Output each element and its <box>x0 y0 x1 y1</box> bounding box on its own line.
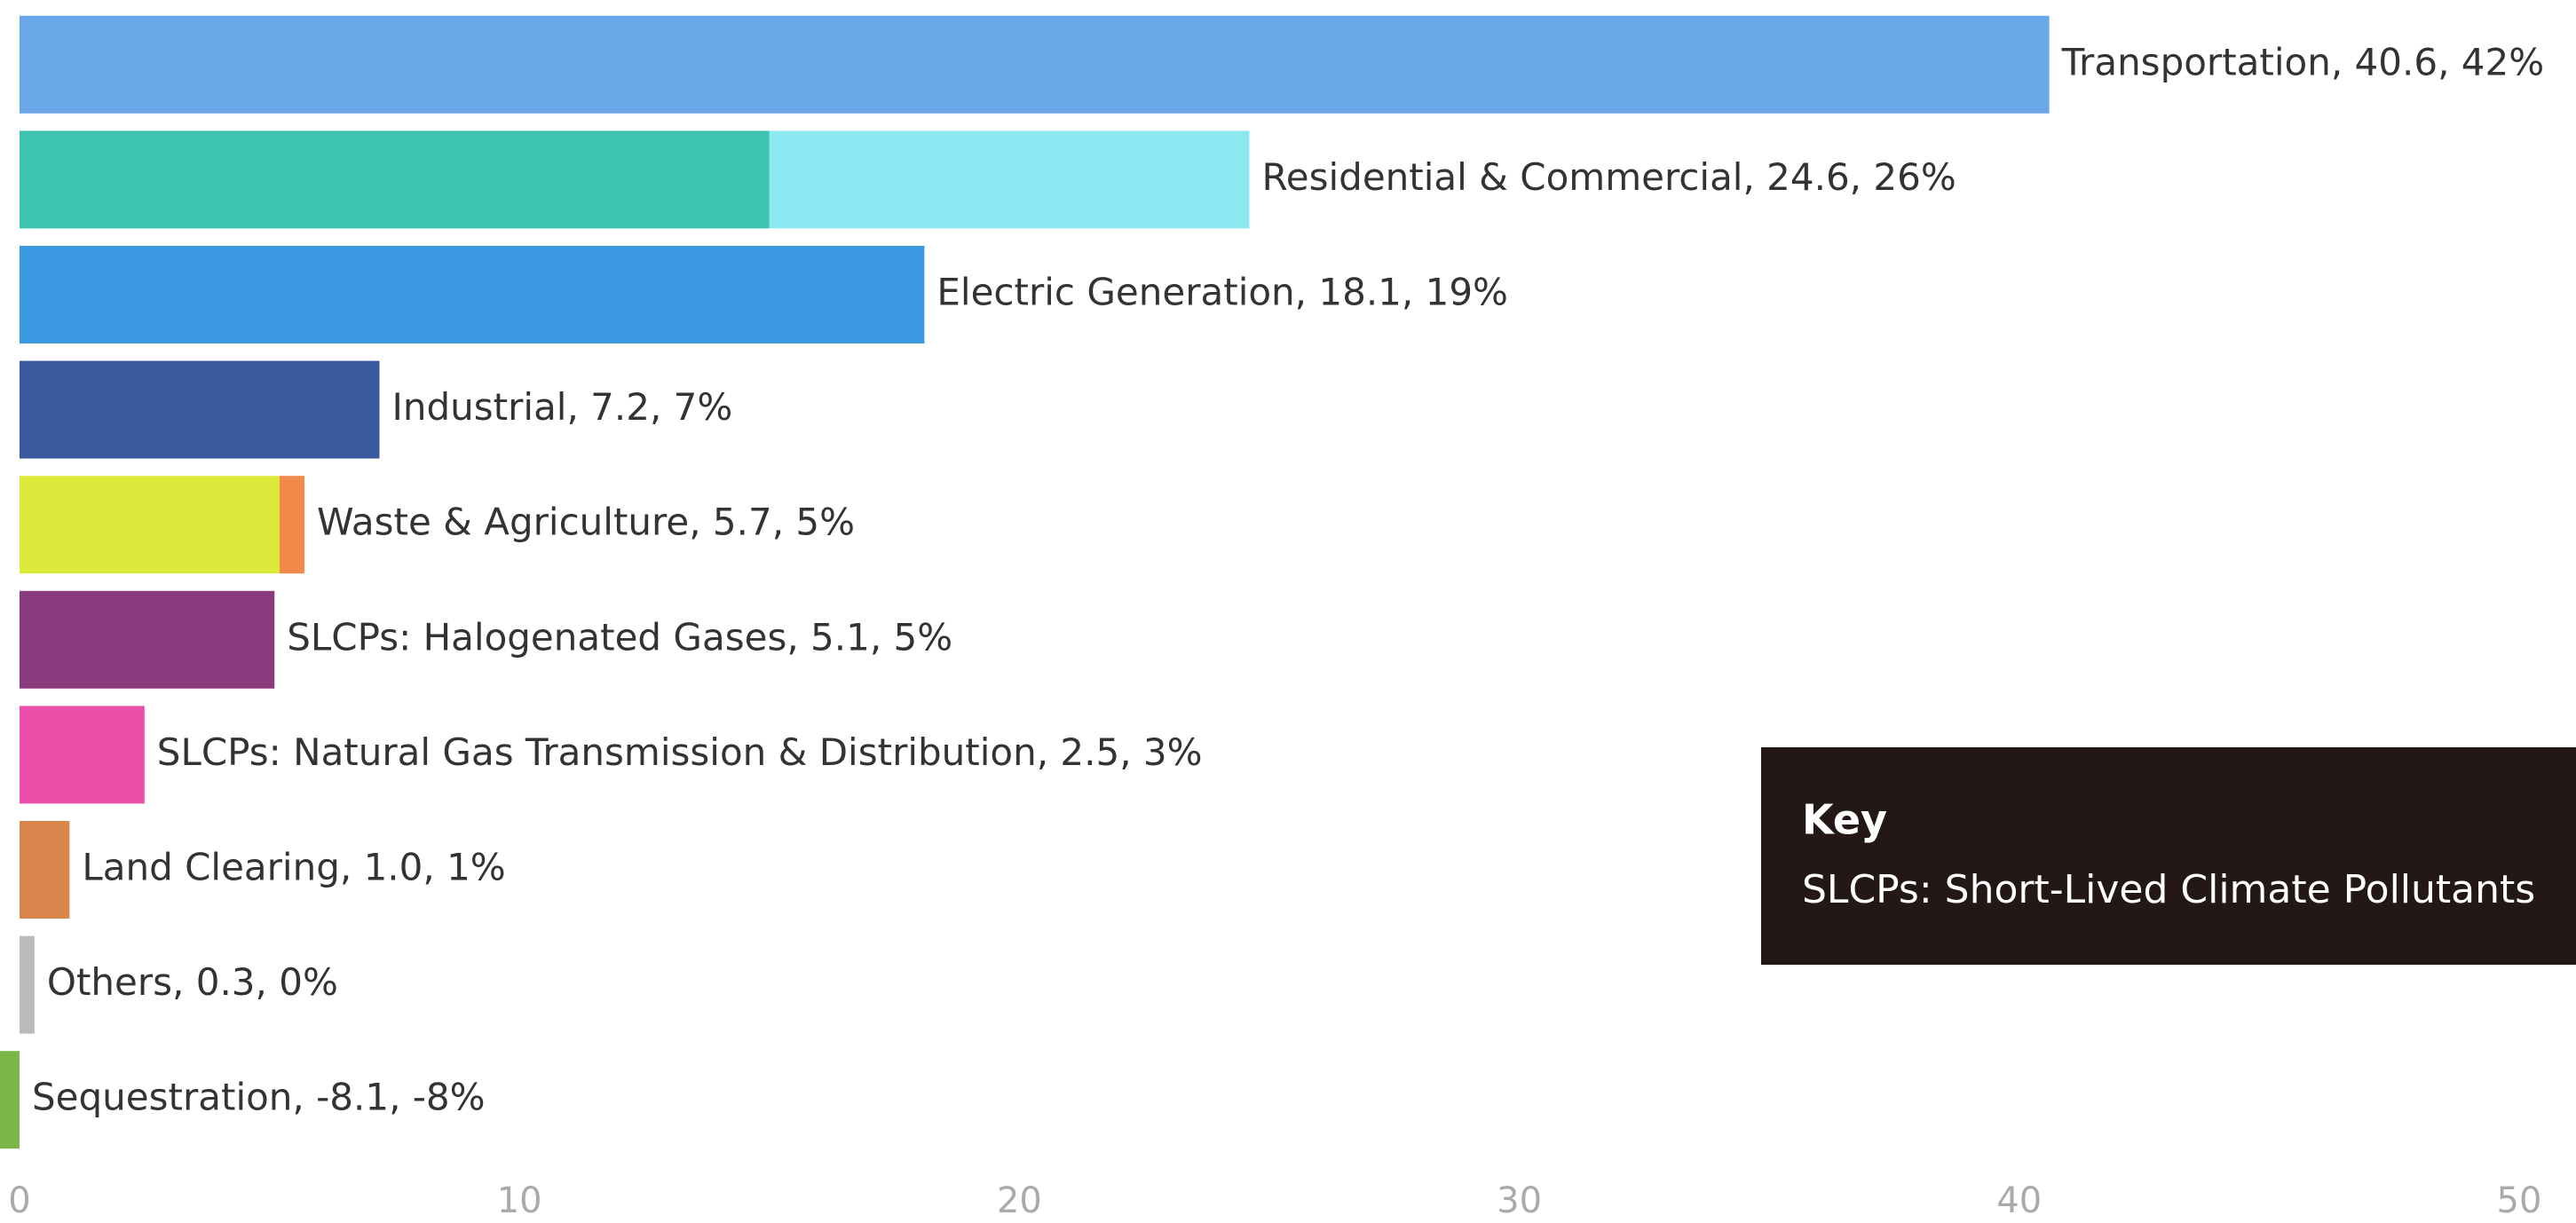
bar-label: Transportation, 40.6, 42% <box>2061 40 2545 83</box>
x-tick-label: 30 <box>1497 1180 1542 1221</box>
key-title: Key <box>1802 796 1887 844</box>
x-tick-label: 20 <box>997 1180 1042 1221</box>
bar-label: Electric Generation, 18.1, 19% <box>936 271 1508 314</box>
x-tick-label: 10 <box>497 1180 542 1221</box>
bar-segment <box>20 821 70 919</box>
bar-segment <box>279 476 305 574</box>
bar-segment <box>20 130 770 229</box>
bar-segment <box>20 706 145 804</box>
x-tick-label: 0 <box>8 1180 30 1221</box>
bar-label: SLCPs: Halogenated Gases, 5.1, 5% <box>287 615 952 659</box>
bar-segment <box>0 1051 20 1149</box>
key-box <box>1761 747 2576 965</box>
bar-segment <box>20 476 280 574</box>
bar-segment <box>20 360 380 459</box>
key-text: SLCPs: Short-Lived Climate Pollutants <box>1802 867 2535 912</box>
bar-segment <box>20 935 35 1034</box>
x-tick-label: 50 <box>2497 1180 2542 1221</box>
bar-label: Sequestration, -8.1, -8% <box>32 1076 486 1119</box>
x-tick-label: 40 <box>1996 1180 2042 1221</box>
bar-label: Residential & Commercial, 24.6, 26% <box>1261 155 1956 199</box>
bar-segment <box>769 130 1250 229</box>
bar-segment <box>20 246 925 343</box>
bar-segment <box>20 590 275 689</box>
bar-label: Others, 0.3, 0% <box>47 960 338 1004</box>
bar-label: SLCPs: Natural Gas Transmission & Distri… <box>157 730 1203 774</box>
bar-label: Waste & Agriculture, 5.7, 5% <box>317 501 855 544</box>
bar-label: Industrial, 7.2, 7% <box>392 385 733 429</box>
bar-segment <box>20 15 2050 114</box>
bar-label: Land Clearing, 1.0, 1% <box>82 846 505 889</box>
